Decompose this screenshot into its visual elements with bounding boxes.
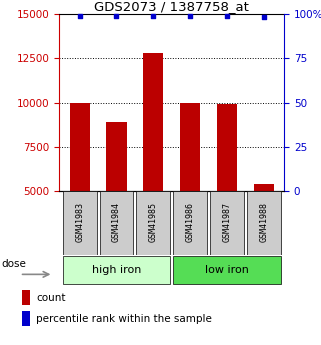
Bar xyxy=(173,256,281,284)
Bar xyxy=(100,191,134,255)
Point xyxy=(224,13,230,18)
Text: percentile rank within the sample: percentile rank within the sample xyxy=(36,314,212,324)
Bar xyxy=(136,191,170,255)
Bar xyxy=(22,290,30,305)
Text: high iron: high iron xyxy=(92,265,141,275)
Bar xyxy=(247,191,281,255)
Bar xyxy=(63,256,170,284)
Point xyxy=(114,13,119,18)
Bar xyxy=(63,191,97,255)
Bar xyxy=(217,105,237,191)
Point xyxy=(187,13,193,18)
Text: GSM41983: GSM41983 xyxy=(75,202,84,242)
Bar xyxy=(180,103,200,191)
Point xyxy=(261,14,266,20)
Point xyxy=(77,13,82,18)
Bar xyxy=(22,311,30,326)
Bar xyxy=(210,191,244,255)
Text: GSM41986: GSM41986 xyxy=(186,202,195,242)
Text: GSM41984: GSM41984 xyxy=(112,202,121,242)
Text: count: count xyxy=(36,293,66,303)
Bar xyxy=(106,122,126,191)
Text: low iron: low iron xyxy=(205,265,249,275)
Text: GSM41985: GSM41985 xyxy=(149,202,158,242)
Bar xyxy=(254,184,274,191)
Title: GDS2073 / 1387758_at: GDS2073 / 1387758_at xyxy=(94,0,249,13)
Text: GSM41987: GSM41987 xyxy=(222,202,231,242)
Text: dose: dose xyxy=(1,258,26,268)
Text: GSM41988: GSM41988 xyxy=(259,202,268,242)
Point xyxy=(151,13,156,18)
Bar xyxy=(143,53,163,191)
Bar xyxy=(70,103,90,191)
Bar xyxy=(173,191,207,255)
